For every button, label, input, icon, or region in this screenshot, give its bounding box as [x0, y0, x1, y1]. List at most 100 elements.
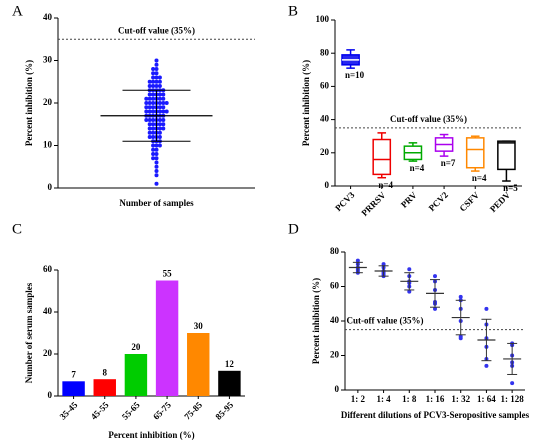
data-point	[147, 109, 152, 114]
data-point	[161, 118, 166, 122]
n-label: n=4	[472, 173, 487, 183]
data-point	[157, 126, 162, 131]
x-tick-label: 85-95	[213, 399, 235, 421]
data-label: 8	[103, 367, 108, 377]
data-point	[154, 152, 159, 156]
data-point	[154, 169, 159, 173]
data-point	[147, 92, 152, 97]
data-point	[484, 363, 489, 368]
data-point	[510, 381, 515, 386]
data-label: 55	[163, 269, 173, 279]
data-point	[161, 126, 166, 131]
data-point	[407, 267, 412, 272]
data-point	[144, 105, 149, 110]
data-point	[151, 101, 156, 105]
x-tick-label: 75-85	[182, 399, 204, 421]
data-point	[157, 101, 162, 105]
bar	[155, 280, 179, 396]
data-point	[151, 143, 156, 148]
data-point	[157, 96, 162, 101]
data-point	[151, 92, 156, 97]
data-point	[151, 152, 156, 156]
data-point	[154, 156, 159, 161]
data-point	[151, 122, 156, 127]
data-point	[154, 164, 159, 169]
y-axis-label: Percent inhibition (%)	[311, 278, 321, 364]
data-point	[157, 135, 162, 139]
data-point	[355, 258, 360, 263]
n-label: n=10	[345, 70, 365, 80]
x-tick-label: 35-45	[58, 399, 80, 421]
data-point	[154, 173, 159, 178]
data-label: 20	[131, 342, 141, 352]
data-point	[154, 67, 159, 71]
data-point	[147, 79, 152, 84]
data-label: 30	[194, 321, 204, 331]
y-tick-label: 10	[43, 140, 53, 150]
data-point	[154, 58, 159, 63]
data-point	[151, 147, 156, 152]
x-tick-label: 1: 8	[402, 394, 417, 404]
data-point	[164, 101, 169, 105]
n-label: n=5	[503, 183, 518, 193]
panel-label: A	[12, 3, 23, 19]
y-axis-label: Number of serum samples	[24, 282, 34, 383]
data-point	[151, 67, 156, 71]
data-point	[151, 109, 156, 114]
data-point	[154, 181, 159, 186]
x-axis-label: Percent inhibition (%)	[108, 430, 194, 440]
y-tick-label: 60	[320, 80, 330, 90]
data-point	[151, 71, 156, 76]
data-point	[161, 109, 166, 114]
y-tick-label: 60	[330, 281, 340, 291]
data-point	[161, 122, 166, 127]
data-point	[147, 126, 152, 131]
data-point	[147, 135, 152, 139]
data-point	[154, 147, 159, 152]
data-point	[157, 118, 162, 122]
x-axis-label: Number of samples	[119, 198, 194, 208]
data-point	[144, 118, 149, 122]
panel-label: B	[288, 3, 298, 19]
data-point	[151, 130, 156, 135]
y-axis-label: Percent inhibition (%)	[24, 60, 34, 146]
data-point	[154, 143, 159, 148]
data-point	[151, 105, 156, 110]
x-tick-label: 45-55	[89, 399, 111, 421]
y-tick-label: 20	[43, 348, 53, 358]
data-point	[147, 118, 152, 122]
x-tick-label: 1: 32	[451, 394, 470, 404]
data-point	[151, 84, 156, 88]
n-label: n=4	[378, 180, 393, 190]
cutoff-label: Cut-off value (35%)	[118, 25, 195, 35]
data-point	[144, 101, 149, 105]
data-point	[433, 306, 437, 311]
data-point	[484, 306, 489, 311]
y-tick-label: 80	[330, 246, 340, 256]
data-label: 12	[225, 359, 235, 369]
y-tick-label: 40	[43, 12, 53, 22]
data-point	[157, 75, 162, 80]
data-point	[433, 274, 437, 279]
data-point	[157, 79, 162, 84]
data-point	[147, 101, 152, 105]
x-tick-label: PCV2	[427, 189, 451, 213]
data-point	[144, 109, 149, 114]
data-point	[147, 122, 152, 127]
data-point	[157, 105, 162, 110]
data-point	[381, 262, 386, 267]
y-tick-label: 20	[320, 147, 330, 157]
x-axis-label: Different dilutions of PCV3-Seropositive…	[341, 410, 530, 420]
data-point	[161, 96, 166, 101]
n-label: n=7	[441, 158, 456, 168]
y-tick-label: 30	[43, 55, 53, 65]
data-point	[161, 92, 166, 97]
x-tick-label: 1: 64	[477, 394, 496, 404]
bar	[187, 333, 210, 396]
y-tick-label: 20	[43, 97, 53, 107]
cutoff-label: Cut-off value (35%)	[390, 114, 467, 124]
x-tick-label: 65-75	[151, 399, 173, 421]
y-tick-label: 40	[320, 114, 330, 124]
y-tick-label: 0	[335, 384, 340, 394]
y-tick-label: 0	[325, 180, 330, 190]
